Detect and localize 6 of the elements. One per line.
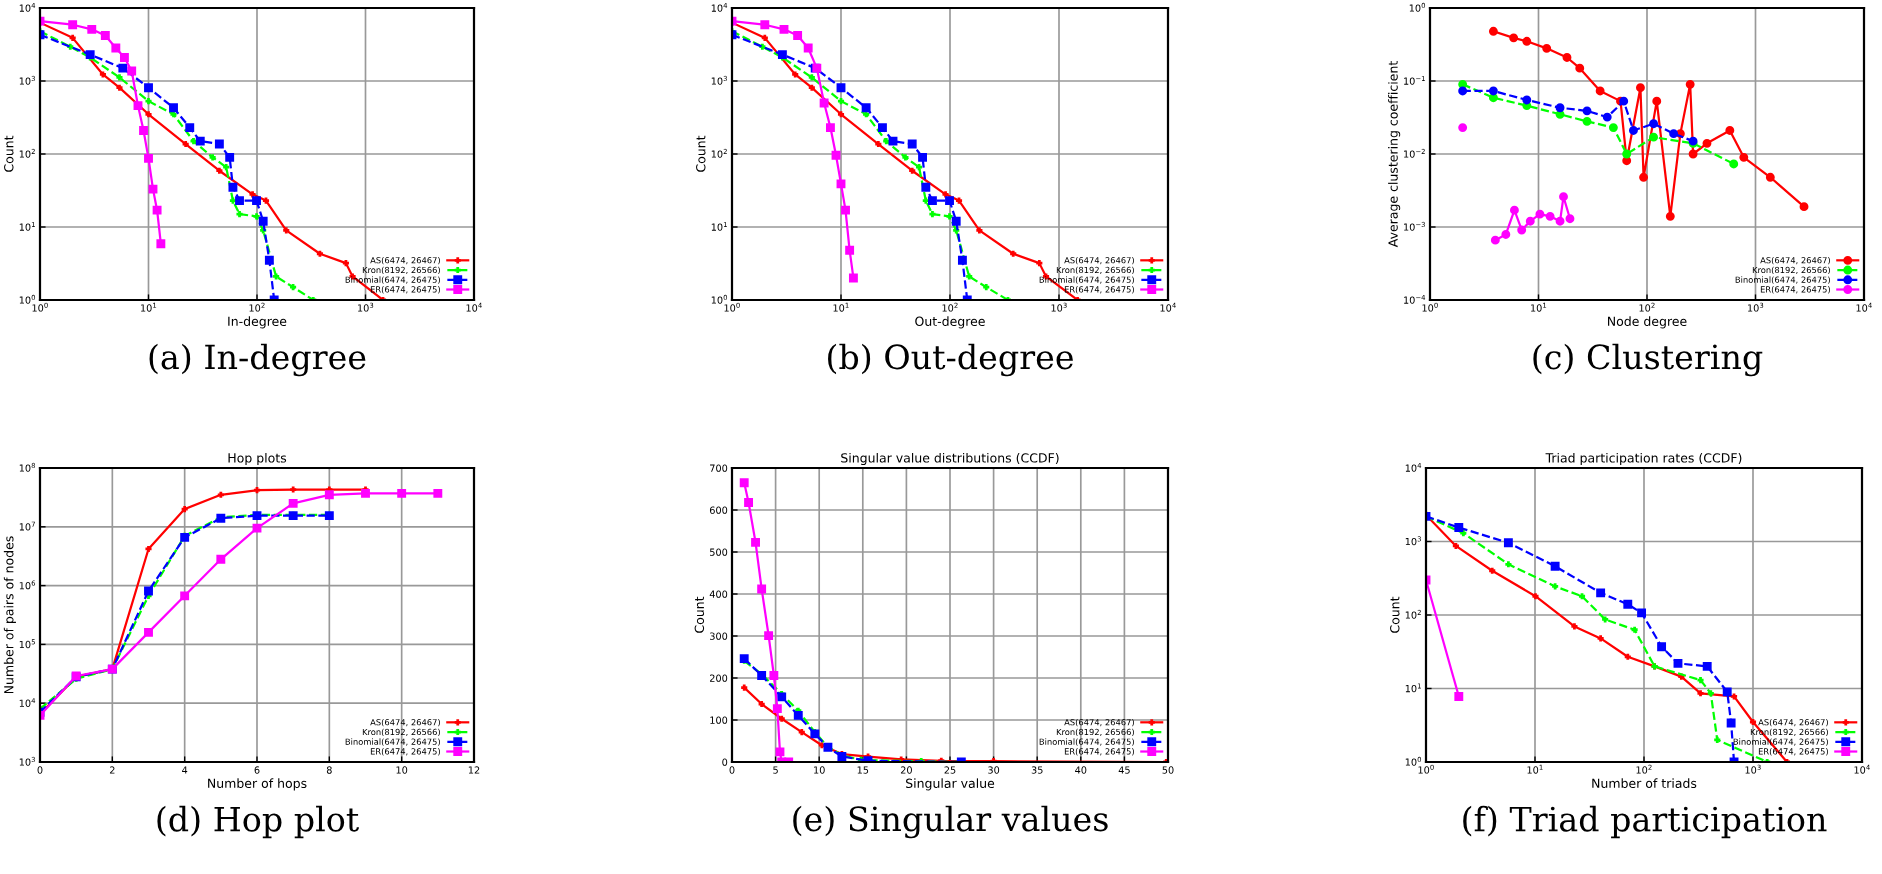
text: (e) Singular values — [793, 805, 1108, 839]
text: (f) Triad participation — [1463, 805, 1827, 839]
text: (d) Hop plot — [157, 805, 359, 839]
text: (b) Out-degree — [828, 343, 1073, 377]
text: (c) Clustering — [1533, 343, 1763, 377]
text: (a) In-degree — [149, 343, 366, 377]
